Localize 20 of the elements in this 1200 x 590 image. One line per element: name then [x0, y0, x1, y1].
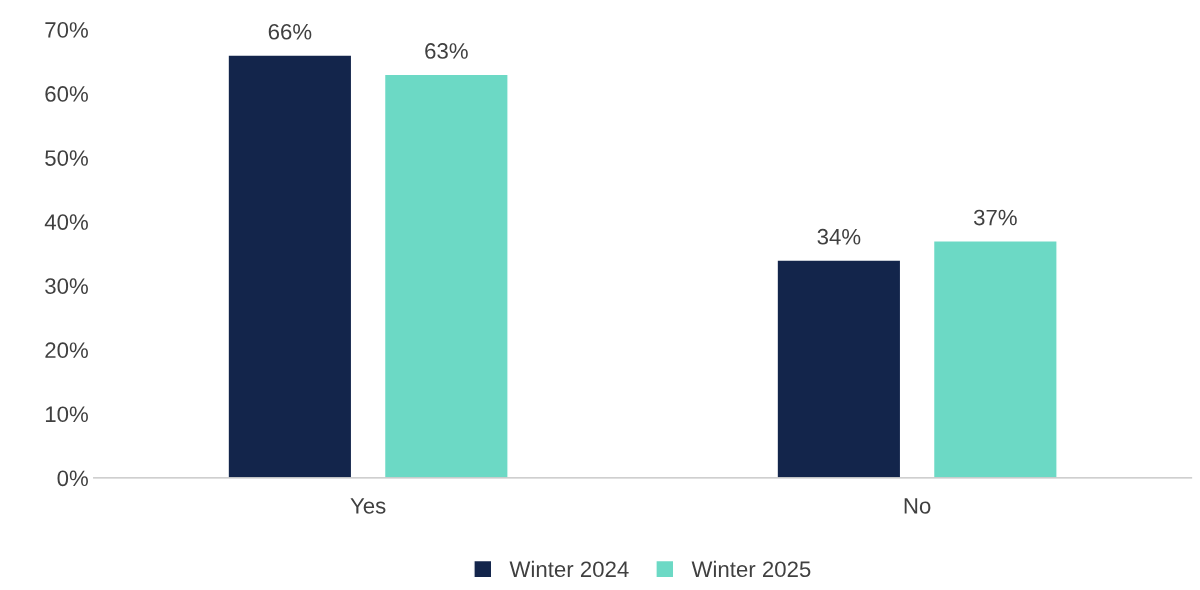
- legend-label: Winter 2024: [509, 560, 629, 578]
- legend-label: Winter 2025: [691, 560, 811, 578]
- x-tick-label: Yes: [350, 498, 386, 514]
- y-tick-label: 70%: [45, 22, 88, 38]
- bar: [383, 73, 509, 478]
- bar: [776, 259, 902, 478]
- data-label: 34%: [817, 228, 861, 245]
- y-tick-label: 60%: [45, 86, 88, 102]
- bar: [227, 54, 353, 478]
- y-tick-label: 10%: [45, 406, 88, 423]
- y-tick-label: 50%: [45, 150, 88, 166]
- y-tick-label: 0%: [57, 470, 88, 487]
- y-tick-label: 30%: [45, 278, 88, 294]
- data-label: 37%: [973, 209, 1017, 226]
- x-tick-label: No: [904, 498, 931, 514]
- bar: [932, 240, 1058, 478]
- data-label: 63%: [425, 43, 468, 59]
- data-label: 66%: [268, 23, 312, 40]
- y-tick-label: 20%: [45, 342, 88, 359]
- y-tick-label: 40%: [44, 214, 88, 230]
